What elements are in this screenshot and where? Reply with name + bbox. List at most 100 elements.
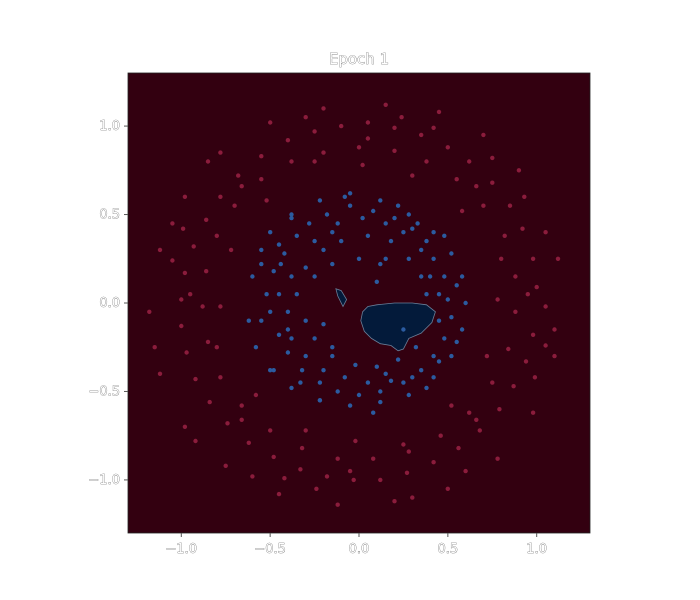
scatter-point-inner xyxy=(289,385,294,391)
scatter-point-inner xyxy=(459,274,465,279)
scatter-point-inner xyxy=(388,378,394,383)
scatter-point-inner xyxy=(276,332,282,337)
scatter-point-outer xyxy=(239,417,244,422)
scatter-point-outer xyxy=(406,449,411,454)
scatter-point-outer xyxy=(543,304,548,309)
y-tick-label: 0.0 xyxy=(99,296,120,311)
scatter-point-outer xyxy=(207,399,212,405)
scatter-point-inner xyxy=(285,327,291,332)
scatter-point-inner xyxy=(401,380,406,385)
scatter-point-outer xyxy=(223,463,228,468)
scatter-point-inner xyxy=(406,392,411,398)
scatter-point-inner xyxy=(330,345,335,350)
scatter-point-inner xyxy=(406,212,411,217)
scatter-point-outer xyxy=(268,428,273,433)
scatter-point-outer xyxy=(523,359,529,364)
scatter-point-inner xyxy=(401,230,406,235)
scatter-point-inner xyxy=(353,362,358,368)
scatter-point-inner xyxy=(449,251,454,256)
scatter-point-inner xyxy=(431,353,436,359)
scatter-point-inner xyxy=(253,345,259,350)
scatter-point-inner xyxy=(427,274,433,279)
scatter-point-outer xyxy=(499,256,504,261)
scatter-point-inner xyxy=(303,265,308,270)
scatter-point-inner xyxy=(459,327,465,332)
scatter-point-inner xyxy=(374,364,379,369)
scatter-point-inner xyxy=(406,256,411,261)
scatter-point-outer xyxy=(182,270,188,276)
scatter-point-outer xyxy=(347,468,353,474)
scatter-point-outer xyxy=(324,474,330,479)
scatter-point-inner xyxy=(436,292,442,297)
scatter-point-inner xyxy=(268,368,273,373)
scatter-point-outer xyxy=(218,194,223,199)
scatter-point-inner xyxy=(378,198,383,203)
scatter-point-outer xyxy=(401,442,406,447)
scatter-point-outer xyxy=(445,486,450,491)
scatter-point-outer xyxy=(250,474,255,479)
scatter-point-outer xyxy=(365,136,371,141)
scatter-point-outer xyxy=(356,145,362,150)
scatter-point-inner xyxy=(356,392,362,398)
scatter-point-outer xyxy=(467,410,472,415)
scatter-point-inner xyxy=(410,375,415,380)
scatter-point-inner xyxy=(317,398,323,403)
scatter-point-outer xyxy=(276,491,282,497)
scatter-point-outer xyxy=(259,154,264,159)
scatter-point-outer xyxy=(180,226,186,231)
scatter-point-outer xyxy=(147,309,152,314)
scatter-point-outer xyxy=(253,392,259,398)
scatter-point-inner xyxy=(330,230,335,235)
scatter-point-inner xyxy=(383,371,388,376)
scatter-point-outer xyxy=(431,125,436,130)
scatter-point-outer xyxy=(467,159,472,164)
scatter-point-outer xyxy=(264,198,269,203)
chart-title: Epoch 1 xyxy=(329,50,389,68)
scatter-point-outer xyxy=(232,203,237,208)
scatter-point-outer xyxy=(477,428,482,433)
scatter-point-outer xyxy=(371,456,376,461)
scatter-point-inner xyxy=(317,198,323,203)
scatter-point-inner xyxy=(347,203,353,208)
scatter-point-inner xyxy=(276,292,282,297)
scatter-point-outer xyxy=(157,247,163,253)
scatter-point-outer xyxy=(474,184,479,189)
scatter-point-outer xyxy=(392,125,397,130)
scatter-point-outer xyxy=(204,269,209,274)
scatter-point-inner xyxy=(342,194,347,199)
scatter-point-inner xyxy=(392,215,397,221)
scatter-point-outer xyxy=(481,132,486,138)
scatter-point-inner xyxy=(424,385,429,391)
scatter-point-outer xyxy=(303,115,308,120)
scatter-point-outer xyxy=(530,332,536,337)
scatter-point-inner xyxy=(339,238,344,244)
decision-region-1 xyxy=(360,302,436,352)
scatter-point-inner xyxy=(431,375,436,380)
scatter-point-outer xyxy=(205,159,211,164)
scatter-point-inner xyxy=(347,191,353,196)
scatter-point-outer xyxy=(191,244,196,249)
scatter-point-outer xyxy=(218,304,223,309)
x-tick-label: 1.0 xyxy=(526,542,547,557)
scatter-point-inner xyxy=(431,256,436,261)
scatter-point-outer xyxy=(321,150,326,155)
scatter-point-outer xyxy=(502,233,507,238)
scatter-point-outer xyxy=(399,115,404,120)
scatter-point-inner xyxy=(454,339,459,345)
scatter-point-inner xyxy=(335,221,340,226)
scatter-point-inner xyxy=(282,251,287,256)
scatter-point-inner xyxy=(383,221,388,226)
scatter-point-inner xyxy=(365,233,371,238)
scatter-point-outer xyxy=(312,159,317,164)
scatter-point-outer xyxy=(419,132,424,138)
scatter-point-outer xyxy=(218,150,223,155)
y-tick-label: 1.0 xyxy=(99,119,120,134)
scatter-point-inner xyxy=(378,399,383,405)
scatter-point-inner xyxy=(259,261,264,267)
scatter-points xyxy=(147,102,561,507)
scatter-point-inner xyxy=(321,247,326,253)
scatter-point-inner xyxy=(321,368,326,373)
scatter-point-inner xyxy=(424,292,429,297)
scatter-point-outer xyxy=(218,375,223,380)
scatter-point-inner xyxy=(419,247,424,253)
